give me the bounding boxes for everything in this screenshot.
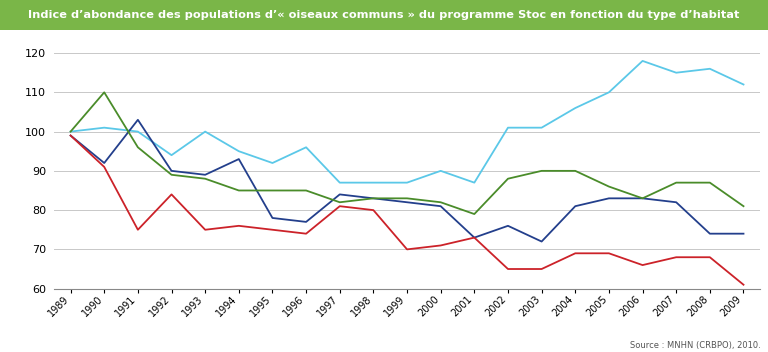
Text: Source : MNHN (CRBPO), 2010.: Source : MNHN (CRBPO), 2010. <box>630 341 760 350</box>
Text: Indice base 100 en 1989: Indice base 100 en 1989 <box>15 13 144 23</box>
Text: Indice d’abondance des populations d’« oiseaux communs » du programme Stoc en fo: Indice d’abondance des populations d’« o… <box>28 10 740 20</box>
